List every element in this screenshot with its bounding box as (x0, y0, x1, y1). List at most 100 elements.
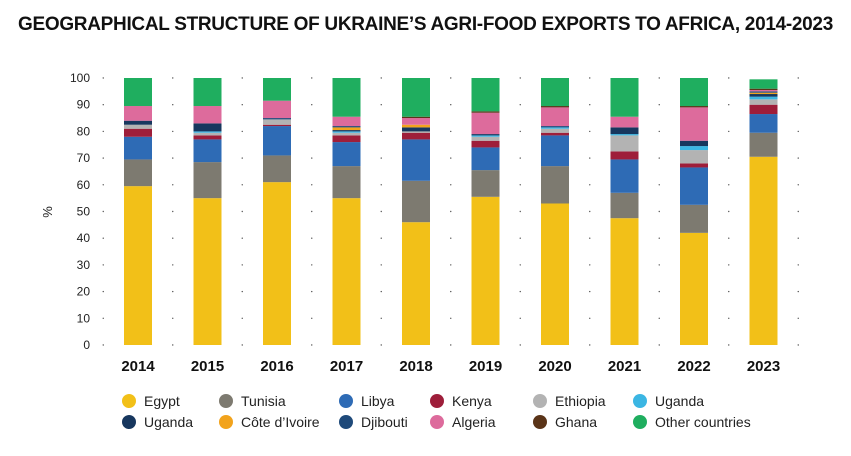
bar-segment (402, 127, 430, 132)
bar-segment (749, 90, 778, 92)
x-tick-label: 2020 (538, 358, 571, 375)
grid-dot (797, 237, 799, 239)
grid-dot (311, 264, 313, 266)
bar-segment (193, 131, 222, 133)
grid-dot (450, 104, 452, 106)
legend-label: Ethiopia (555, 393, 606, 409)
bar-segment (680, 150, 708, 164)
grid-dot (589, 77, 591, 79)
grid-dot (728, 184, 730, 186)
grid-dot (241, 77, 243, 79)
bar-segment (193, 132, 222, 136)
legend-label: Libya (361, 393, 395, 409)
bar-segment (402, 118, 430, 125)
bar-segment (263, 118, 291, 120)
grid-dot (728, 104, 730, 106)
grid-dot (450, 264, 452, 266)
bar-segment (471, 147, 500, 171)
bar-segment (263, 78, 291, 101)
bar-segment (263, 100, 291, 119)
grid-dot (519, 317, 521, 319)
grid-dot (380, 344, 382, 346)
grid-dot (519, 157, 521, 159)
grid-dot (241, 264, 243, 266)
legend-marker (633, 394, 647, 408)
grid-dot (450, 210, 452, 213)
grid-dot (519, 77, 521, 79)
grid-dot (450, 290, 452, 293)
bar-segment (541, 106, 569, 108)
legend-marker (633, 415, 647, 429)
bar-segment (193, 135, 222, 140)
bar-segment (471, 140, 500, 148)
bar-segment (680, 106, 708, 108)
legend-marker (219, 415, 233, 429)
grid-dot (797, 184, 799, 186)
bar-segment (332, 142, 361, 167)
legend-label: Tunisia (241, 393, 286, 409)
grid-dot (450, 184, 452, 186)
grid-dot (172, 77, 174, 79)
grid-dot (589, 237, 591, 239)
bar-segment (402, 116, 430, 119)
x-tick-label: 2014 (121, 358, 155, 375)
bar-segment (541, 78, 569, 107)
grid-dot (797, 317, 799, 319)
bar-segment (680, 146, 708, 151)
grid-dot (450, 157, 452, 159)
bar-segment (749, 99, 778, 105)
bar-segment (471, 135, 500, 137)
bar-segment (541, 107, 569, 127)
grid-dot (102, 290, 104, 293)
bar-segment (680, 232, 708, 345)
bar-segment (680, 204, 708, 233)
bar-segment (124, 106, 152, 121)
grid-dot (102, 184, 104, 186)
grid-dot (311, 290, 313, 293)
grid-dot (380, 77, 382, 79)
bar-segment (471, 170, 500, 197)
bar-segment (749, 88, 778, 91)
bar-segment (749, 156, 778, 345)
grid-dot (172, 290, 174, 293)
y-tick-label: 70 (77, 151, 91, 165)
y-tick-label: 50 (77, 205, 91, 219)
grid-dot (797, 77, 799, 79)
grid-dot (380, 184, 382, 186)
grid-dot (172, 264, 174, 266)
grid-dot (589, 104, 591, 106)
grid-dot (241, 184, 243, 186)
y-tick-label: 60 (77, 178, 91, 192)
grid-dot (658, 264, 660, 266)
grid-dot (172, 130, 174, 133)
legend-label: Other countries (655, 414, 751, 430)
grid-dot (102, 157, 104, 159)
legend-marker (430, 394, 444, 408)
grid-dot (241, 104, 243, 106)
bar-segment (749, 94, 778, 97)
bar-segment (749, 79, 778, 89)
bar-segment (680, 140, 708, 147)
grid-dot (728, 77, 730, 79)
bar-segment (610, 127, 639, 135)
grid-dot (589, 264, 591, 266)
grid-dot (172, 157, 174, 159)
grid-dot (519, 264, 521, 266)
grid-dot (589, 210, 591, 213)
legend-marker (430, 415, 444, 429)
bar-segment (680, 167, 708, 205)
bar-segment (402, 124, 430, 128)
grid-dot (519, 130, 521, 133)
legend-marker (533, 415, 547, 429)
legend-label: Kenya (452, 393, 492, 409)
bar-segment (402, 78, 430, 117)
bar-segment (541, 135, 569, 167)
y-tick-label: 100 (70, 71, 90, 85)
bar-segment (332, 135, 361, 143)
grid-dot (589, 290, 591, 293)
grid-dot (728, 317, 730, 319)
legend-label: Egypt (144, 393, 180, 409)
bar-segment (193, 139, 222, 163)
bar-segment (193, 78, 222, 107)
bar-segment (749, 132, 778, 157)
